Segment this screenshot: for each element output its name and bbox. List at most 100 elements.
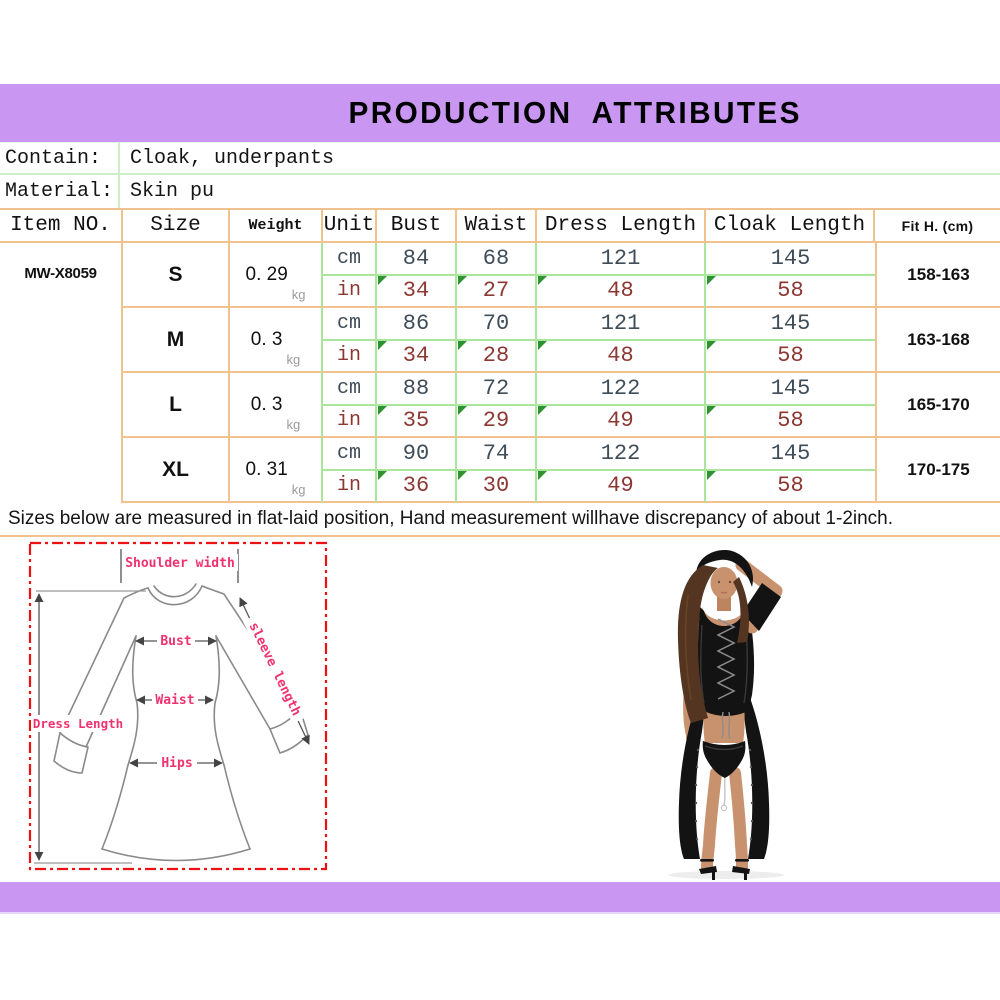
waist-cm-s: 68 [457,243,537,276]
dress-in-s: 48 [537,275,706,308]
weight-cell-l: 0. 3 kg [230,373,323,438]
weight-cell-m: 0. 3 kg [230,308,323,373]
bust-in-s: 34 [377,275,457,308]
hips-label: Hips [161,756,192,771]
corner-flag-icon [707,470,716,480]
corner-flag-icon [538,405,547,415]
weight-cell-xl: 0. 31 kg [230,438,323,503]
header-dress-length: Dress Length [537,208,706,243]
dress-outline [53,583,309,862]
unit-cm: cm [323,373,377,406]
hood [695,550,754,587]
weight-value: 0. 3 [250,328,283,350]
bust-in-xl: 36 [377,470,457,503]
dress-in-m: 48 [537,340,706,373]
header-unit: Unit [323,208,377,243]
model-left-leg [701,767,722,873]
contain-value: Cloak, underpants [120,142,1000,175]
corner-flag-icon [707,405,716,415]
info-rows: Contain: Cloak, underpants Material: Ski… [0,142,1000,208]
cloak-in-m: 58 [706,340,875,373]
product-photo [668,550,784,880]
size-label-l: L [123,373,230,438]
sleeve-length-label: sleeve length [246,620,304,718]
waist-cm-m: 70 [457,308,537,341]
fit-height-l: 165-170 [875,373,1000,438]
weight-value: 0. 3 [250,393,283,415]
bust-in-m: 34 [377,340,457,373]
dress-cm-s: 121 [537,243,706,276]
bust-cm-xl: 90 [377,438,457,471]
measurement-note: Sizes below are measured in flat-laid po… [0,503,1000,537]
high-heels [699,859,750,880]
bottom-band [0,882,1000,914]
short-sleeve [742,583,781,631]
waist-cm-xl: 74 [457,438,537,471]
item-number-cell: MW-X8059 [0,243,123,503]
size-label-s: S [123,243,230,308]
corner-flag-icon [378,470,387,480]
title-band: PRODUCTION ATTRIBUTES [0,84,1000,142]
cloak-left-panel [678,695,705,859]
dress-length-label: Dress Length [33,716,123,731]
cloak-right-panel [743,695,770,859]
corner-flag-icon [378,340,387,350]
lace-up-detail [716,618,736,700]
corner-flag-icon [538,275,547,285]
contain-label: Contain: [0,142,120,175]
unit-cm: cm [323,308,377,341]
dress-in-l: 49 [537,405,706,438]
header-weight: Weight [230,208,323,243]
waist-cm-l: 72 [457,373,537,406]
unit-in: in [323,340,377,373]
corner-flag-icon [378,275,387,285]
kg-suffix: kg [291,482,306,497]
corner-flag-icon [458,275,467,285]
dress-cm-xl: 122 [537,438,706,471]
dress-cm-l: 122 [537,373,706,406]
corner-flag-icon [707,340,716,350]
corner-flag-icon [538,470,547,480]
fit-height-xl: 170-175 [875,438,1000,503]
corner-flag-icon [458,470,467,480]
kg-suffix: kg [291,287,306,302]
header-waist: Waist [457,208,537,243]
shoulder-width-label: Shoulder width [125,556,235,571]
diagram-labels: Shoulder width Bust Waist Hips Dress Len… [31,554,309,771]
header-cloak-length: Cloak Length [706,208,875,243]
measurement-diagram: Shoulder width Bust Waist Hips Dress Len… [28,541,328,871]
waist-in-m: 28 [457,340,537,373]
waist-in-xl: 30 [457,470,537,503]
chain-detail [723,777,726,806]
cloak-cm-xl: 145 [706,438,875,471]
header-item-no: Item NO. [0,208,123,243]
corner-flag-icon [458,340,467,350]
dress-cm-m: 121 [537,308,706,341]
cloak-in-l: 58 [706,405,875,438]
unit-cm: cm [323,243,377,276]
fit-height-m: 163-168 [875,308,1000,373]
waist-label: Waist [155,693,194,708]
cloak-cm-s: 145 [706,243,875,276]
waist-in-s: 27 [457,275,537,308]
cloak-cm-m: 145 [706,308,875,341]
header-size: Size [123,208,230,243]
material-label: Material: [0,175,120,208]
weight-value: 0. 31 [245,458,288,480]
model-right-leg [729,767,748,873]
bust-in-l: 35 [377,405,457,438]
unit-cm: cm [323,438,377,471]
corner-flag-icon [707,275,716,285]
size-table: Item NO. Size Weight Unit Bust Waist Dre… [0,208,1000,503]
cloak-cm-l: 145 [706,373,875,406]
underpants [702,741,746,778]
material-value: Skin pu [130,180,215,203]
bust-cm-m: 86 [377,308,457,341]
unit-in: in [323,470,377,503]
unit-in: in [323,405,377,438]
size-label-xl: XL [123,438,230,503]
bust-label: Bust [160,634,191,649]
corner-flag-icon [538,340,547,350]
unit-in: in [323,275,377,308]
